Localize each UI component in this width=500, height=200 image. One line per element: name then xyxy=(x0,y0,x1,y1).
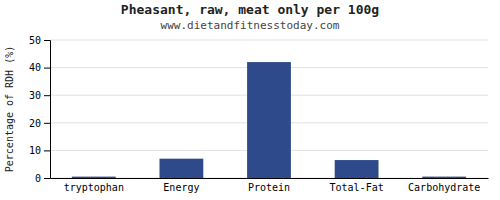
y-tick-mark xyxy=(44,178,50,179)
x-tick: Carbohydrate xyxy=(408,182,480,193)
chart: Pheasant, raw, meat only per 100g www.die… xyxy=(0,0,500,200)
x-tick-label: Total-Fat xyxy=(330,182,384,193)
y-tick-mark xyxy=(44,40,50,41)
plot-area: 0 10 20 30 40 50 tryptophan Energy Protein Total-… xyxy=(29,35,489,193)
x-tick: tryptophan xyxy=(64,182,124,193)
x-tick-label: Protein xyxy=(248,182,290,193)
x-tick-label: tryptophan xyxy=(64,182,124,193)
x-tick: Total-Fat xyxy=(330,182,384,193)
y-tick-label: 50 xyxy=(29,35,41,46)
bar xyxy=(72,177,116,178)
grid xyxy=(50,40,488,178)
y-tick: 10 xyxy=(29,145,50,156)
y-tick-mark xyxy=(44,95,50,96)
y-tick: 30 xyxy=(29,90,50,101)
y-tick: 20 xyxy=(29,118,50,129)
bar xyxy=(422,177,466,178)
x-axis: tryptophan Energy Protein Total-Fat Carbohyd… xyxy=(51,179,489,194)
title: Pheasant, raw, meat only per 100g xyxy=(121,2,379,17)
y-axis-line xyxy=(44,41,51,179)
y-tick-label: 10 xyxy=(29,145,41,156)
y-tick: 40 xyxy=(29,62,50,73)
y-tick: 0 xyxy=(35,173,50,184)
y-axis-title: Percentage of RDH (%) xyxy=(4,46,15,172)
bar xyxy=(335,160,379,178)
y-tick-label: 30 xyxy=(29,90,41,101)
y-tick-mark xyxy=(44,123,50,124)
y-tick-mark xyxy=(44,150,50,151)
x-tick: Protein xyxy=(248,182,290,193)
x-tick-label: Energy xyxy=(163,182,199,193)
x-tick-label: Carbohydrate xyxy=(408,182,480,193)
x-axis-line xyxy=(51,178,489,179)
bar xyxy=(247,62,291,178)
grid-line xyxy=(50,40,488,41)
bars xyxy=(72,62,466,178)
y-tick-mark xyxy=(44,68,50,69)
y-tick-label: 20 xyxy=(29,118,41,129)
subtitle: www.dietandfitnesstoday.com xyxy=(161,19,340,32)
y-axis: 0 10 20 30 40 50 xyxy=(29,35,51,184)
x-tick: Energy xyxy=(163,182,199,193)
bar xyxy=(160,159,204,178)
y-tick-label: 0 xyxy=(35,173,41,184)
y-tick-label: 40 xyxy=(29,62,41,73)
y-tick: 50 xyxy=(29,35,50,46)
